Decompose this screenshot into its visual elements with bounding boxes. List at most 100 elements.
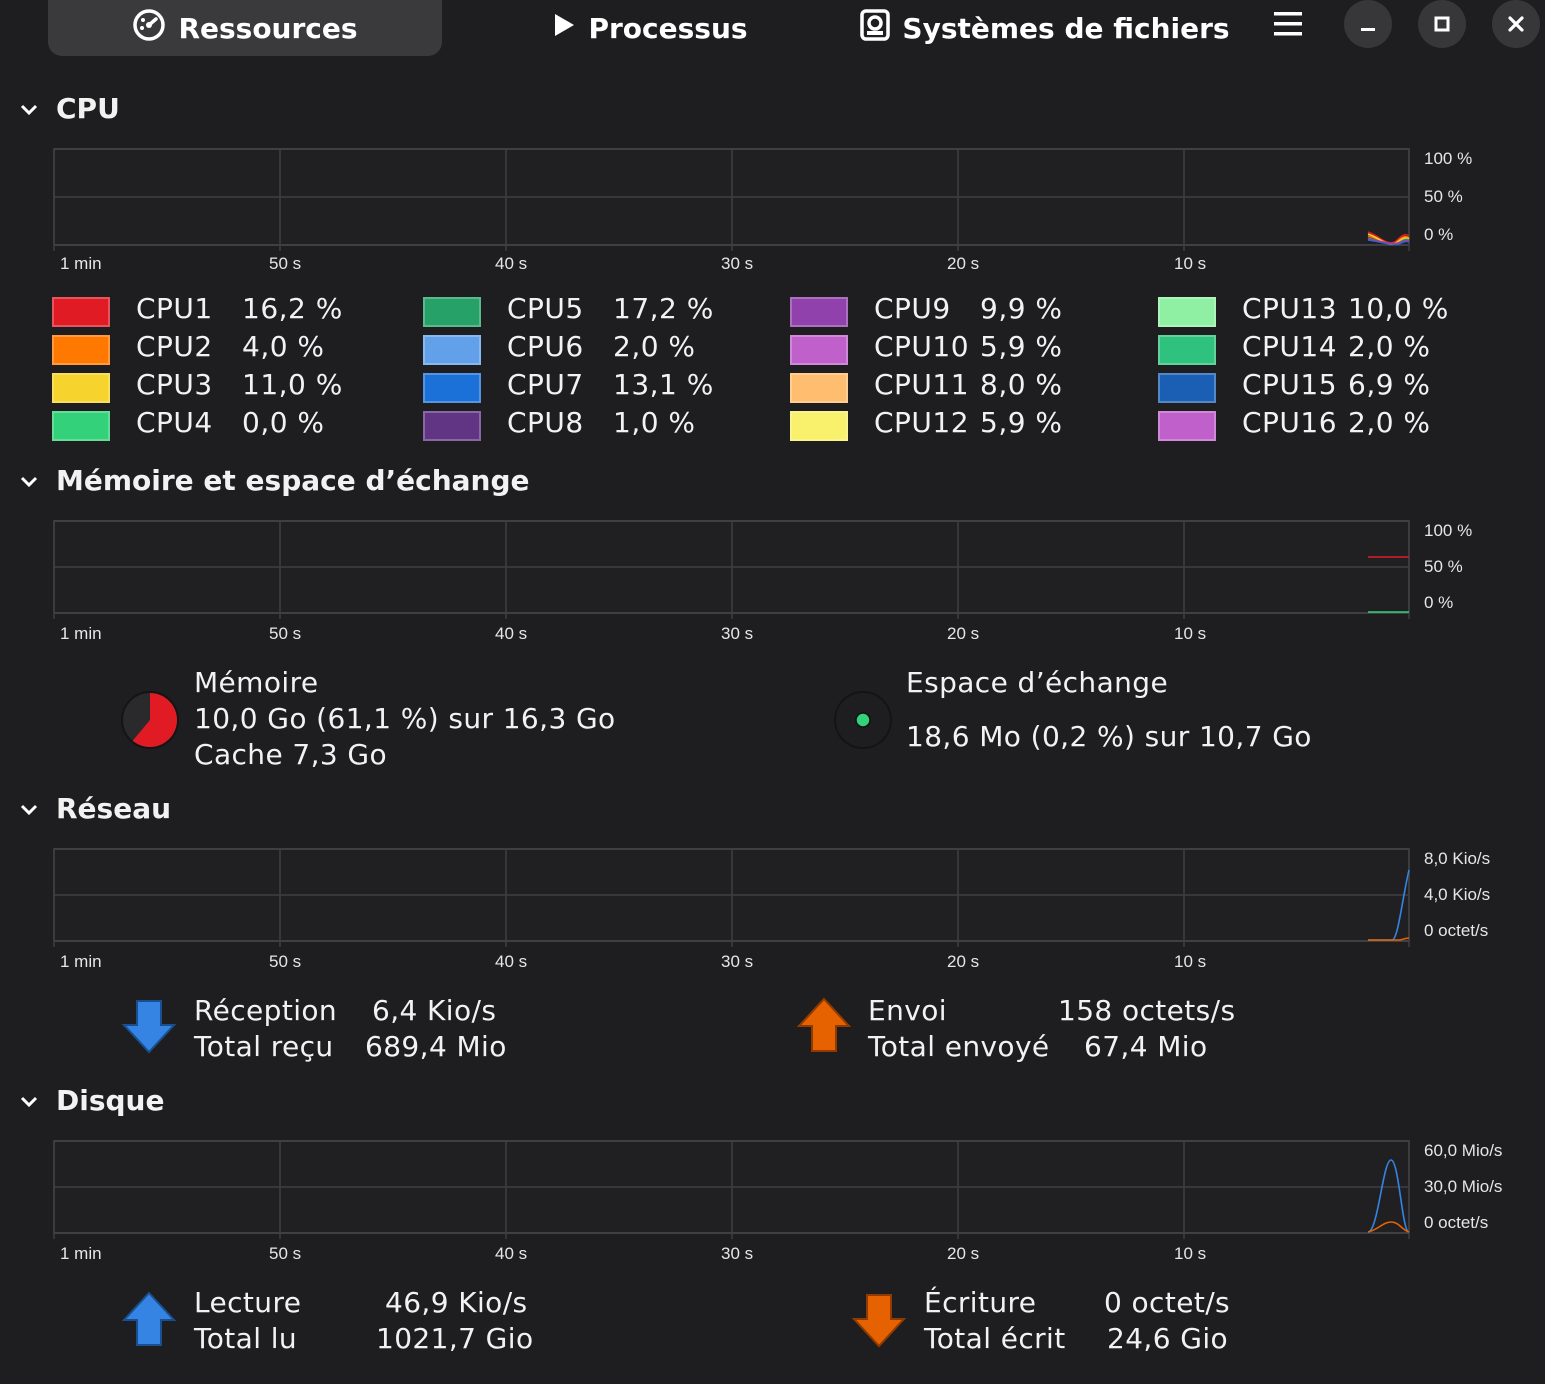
- cpu-legend-item[interactable]: CPU1 16,2 %: [52, 292, 372, 330]
- cpu-color-swatch[interactable]: [1158, 335, 1216, 365]
- cpu-legend-item[interactable]: CPU11 8,0 %: [790, 368, 1110, 406]
- cpu-name: CPU7: [507, 368, 584, 401]
- read-total-label: Total lu: [194, 1322, 298, 1355]
- maximize-button[interactable]: [1418, 0, 1466, 48]
- close-button[interactable]: [1492, 0, 1540, 48]
- cpu-color-swatch[interactable]: [790, 411, 848, 441]
- cpu-value: 2,0 %: [1348, 330, 1431, 363]
- cpu-value: 10,0 %: [1348, 292, 1449, 325]
- write-total-value: 24,6 Gio: [1107, 1322, 1229, 1355]
- cpu-section-header[interactable]: CPU: [18, 92, 120, 125]
- memory-y-label-min: 0 %: [1424, 593, 1454, 612]
- cpu-legend-item[interactable]: CPU6 2,0 %: [423, 330, 743, 368]
- network-section-title: Réseau: [56, 792, 172, 825]
- time-tick: 50 s: [269, 952, 302, 971]
- time-tick: 10 s: [1174, 952, 1207, 971]
- cpu-color-swatch[interactable]: [790, 335, 848, 365]
- swap-usage: 18,6 Mo (0,2 %) sur 10,7 Go: [906, 720, 1312, 753]
- time-tick: 20 s: [947, 254, 980, 273]
- cpu-color-swatch[interactable]: [52, 335, 110, 365]
- cpu-color-swatch[interactable]: [1158, 373, 1216, 403]
- cpu-legend-item[interactable]: CPU12 5,9 %: [790, 406, 1110, 444]
- disk-y-label-max: 60,0 Mio/s: [1424, 1141, 1503, 1160]
- cpu-name: CPU1: [136, 292, 213, 325]
- cpu-value: 4,0 %: [242, 330, 325, 363]
- cpu-name: CPU8: [507, 406, 584, 439]
- cpu-color-swatch[interactable]: [52, 411, 110, 441]
- time-tick: 1 min: [60, 624, 102, 643]
- time-tick: 50 s: [269, 1244, 302, 1263]
- cpu-color-swatch[interactable]: [52, 373, 110, 403]
- network-graph: [53, 848, 1410, 947]
- rx-total-value: 689,4 Mio: [365, 1030, 507, 1063]
- time-tick: 20 s: [947, 624, 980, 643]
- cpu-color-swatch[interactable]: [1158, 411, 1216, 441]
- cpu-legend-item[interactable]: CPU16 2,0 %: [1158, 406, 1478, 444]
- time-tick: 10 s: [1174, 624, 1207, 643]
- swap-pie: [833, 690, 893, 750]
- chevron-down-icon: [20, 104, 38, 115]
- time-tick: 40 s: [495, 254, 528, 273]
- disk-section-header[interactable]: Disque: [18, 1084, 164, 1117]
- hamburger-menu-button[interactable]: [1266, 4, 1310, 44]
- cpu-value: 5,9 %: [980, 406, 1063, 439]
- time-tick: 10 s: [1174, 1244, 1207, 1263]
- cpu-legend-item[interactable]: CPU4 0,0 %: [52, 406, 372, 444]
- chevron-down-icon: [20, 1096, 38, 1107]
- cpu-name: CPU16: [1242, 406, 1338, 439]
- cpu-legend-item[interactable]: CPU3 11,0 %: [52, 368, 372, 406]
- cpu-y-label-max: 100 %: [1424, 149, 1473, 168]
- memory-y-label-mid: 50 %: [1424, 557, 1463, 576]
- memory-usage: 10,0 Go (61,1 %) sur 16,3 Go: [194, 702, 616, 735]
- memory-section-header[interactable]: Mémoire et espace d’échange: [18, 464, 530, 497]
- cpu-color-swatch[interactable]: [790, 373, 848, 403]
- maximize-icon: [1434, 16, 1450, 32]
- time-tick: 20 s: [947, 1244, 980, 1263]
- cpu-legend-item[interactable]: CPU15 6,9 %: [1158, 368, 1478, 406]
- write-label: Écriture: [924, 1286, 1037, 1319]
- time-tick: 50 s: [269, 254, 302, 273]
- cpu-y-label-mid: 50 %: [1424, 187, 1463, 206]
- minimize-icon: [1361, 28, 1375, 31]
- cpu-name: CPU3: [136, 368, 213, 401]
- cpu-color-swatch[interactable]: [423, 373, 481, 403]
- memory-section-title: Mémoire et espace d’échange: [56, 464, 530, 497]
- cpu-color-swatch[interactable]: [423, 411, 481, 441]
- network-section-header[interactable]: Réseau: [18, 792, 171, 825]
- cpu-value: 17,2 %: [613, 292, 714, 325]
- cpu-color-swatch[interactable]: [52, 297, 110, 327]
- cpu-value: 0,0 %: [242, 406, 325, 439]
- cpu-name: CPU4: [136, 406, 213, 439]
- tab-systemes-de-fichiers[interactable]: Systèmes de fichiers: [850, 0, 1240, 56]
- cpu-legend-item[interactable]: CPU14 2,0 %: [1158, 330, 1478, 368]
- cpu-legend-item[interactable]: CPU10 5,9 %: [790, 330, 1110, 368]
- time-tick: 40 s: [495, 1244, 528, 1263]
- cpu-legend-item[interactable]: CPU5 17,2 %: [423, 292, 743, 330]
- tab-processus[interactable]: Processus: [520, 0, 780, 56]
- time-tick: 30 s: [721, 1244, 754, 1263]
- memory-pie: [120, 690, 180, 750]
- read-total-value: 1021,7 Gio: [376, 1322, 534, 1355]
- cpu-name: CPU13: [1242, 292, 1338, 325]
- tab-ressources[interactable]: Ressources: [48, 0, 442, 56]
- cpu-name: CPU11: [874, 368, 970, 401]
- rx-total-label: Total reçu: [194, 1030, 334, 1063]
- cpu-legend-item[interactable]: CPU13 10,0 %: [1158, 292, 1478, 330]
- cpu-color-swatch[interactable]: [790, 297, 848, 327]
- cpu-legend-item[interactable]: CPU2 4,0 %: [52, 330, 372, 368]
- cpu-legend-item[interactable]: CPU7 13,1 %: [423, 368, 743, 406]
- write-value: 0 octet/s: [1104, 1286, 1231, 1319]
- cpu-color-swatch[interactable]: [423, 297, 481, 327]
- tx-total-value: 67,4 Mio: [1084, 1030, 1208, 1063]
- minimize-button[interactable]: [1344, 0, 1392, 48]
- network-y-label-min: 0 octet/s: [1424, 921, 1489, 940]
- disk-section-title: Disque: [56, 1084, 165, 1117]
- cpu-legend-item[interactable]: CPU8 1,0 %: [423, 406, 743, 444]
- time-tick: 40 s: [495, 952, 528, 971]
- cpu-color-swatch[interactable]: [423, 335, 481, 365]
- cpu-legend-item[interactable]: CPU9 9,9 %: [790, 292, 1110, 330]
- play-icon: [552, 12, 576, 45]
- rx-value: 6,4 Kio/s: [372, 994, 497, 1027]
- time-tick: 50 s: [269, 624, 302, 643]
- cpu-color-swatch[interactable]: [1158, 297, 1216, 327]
